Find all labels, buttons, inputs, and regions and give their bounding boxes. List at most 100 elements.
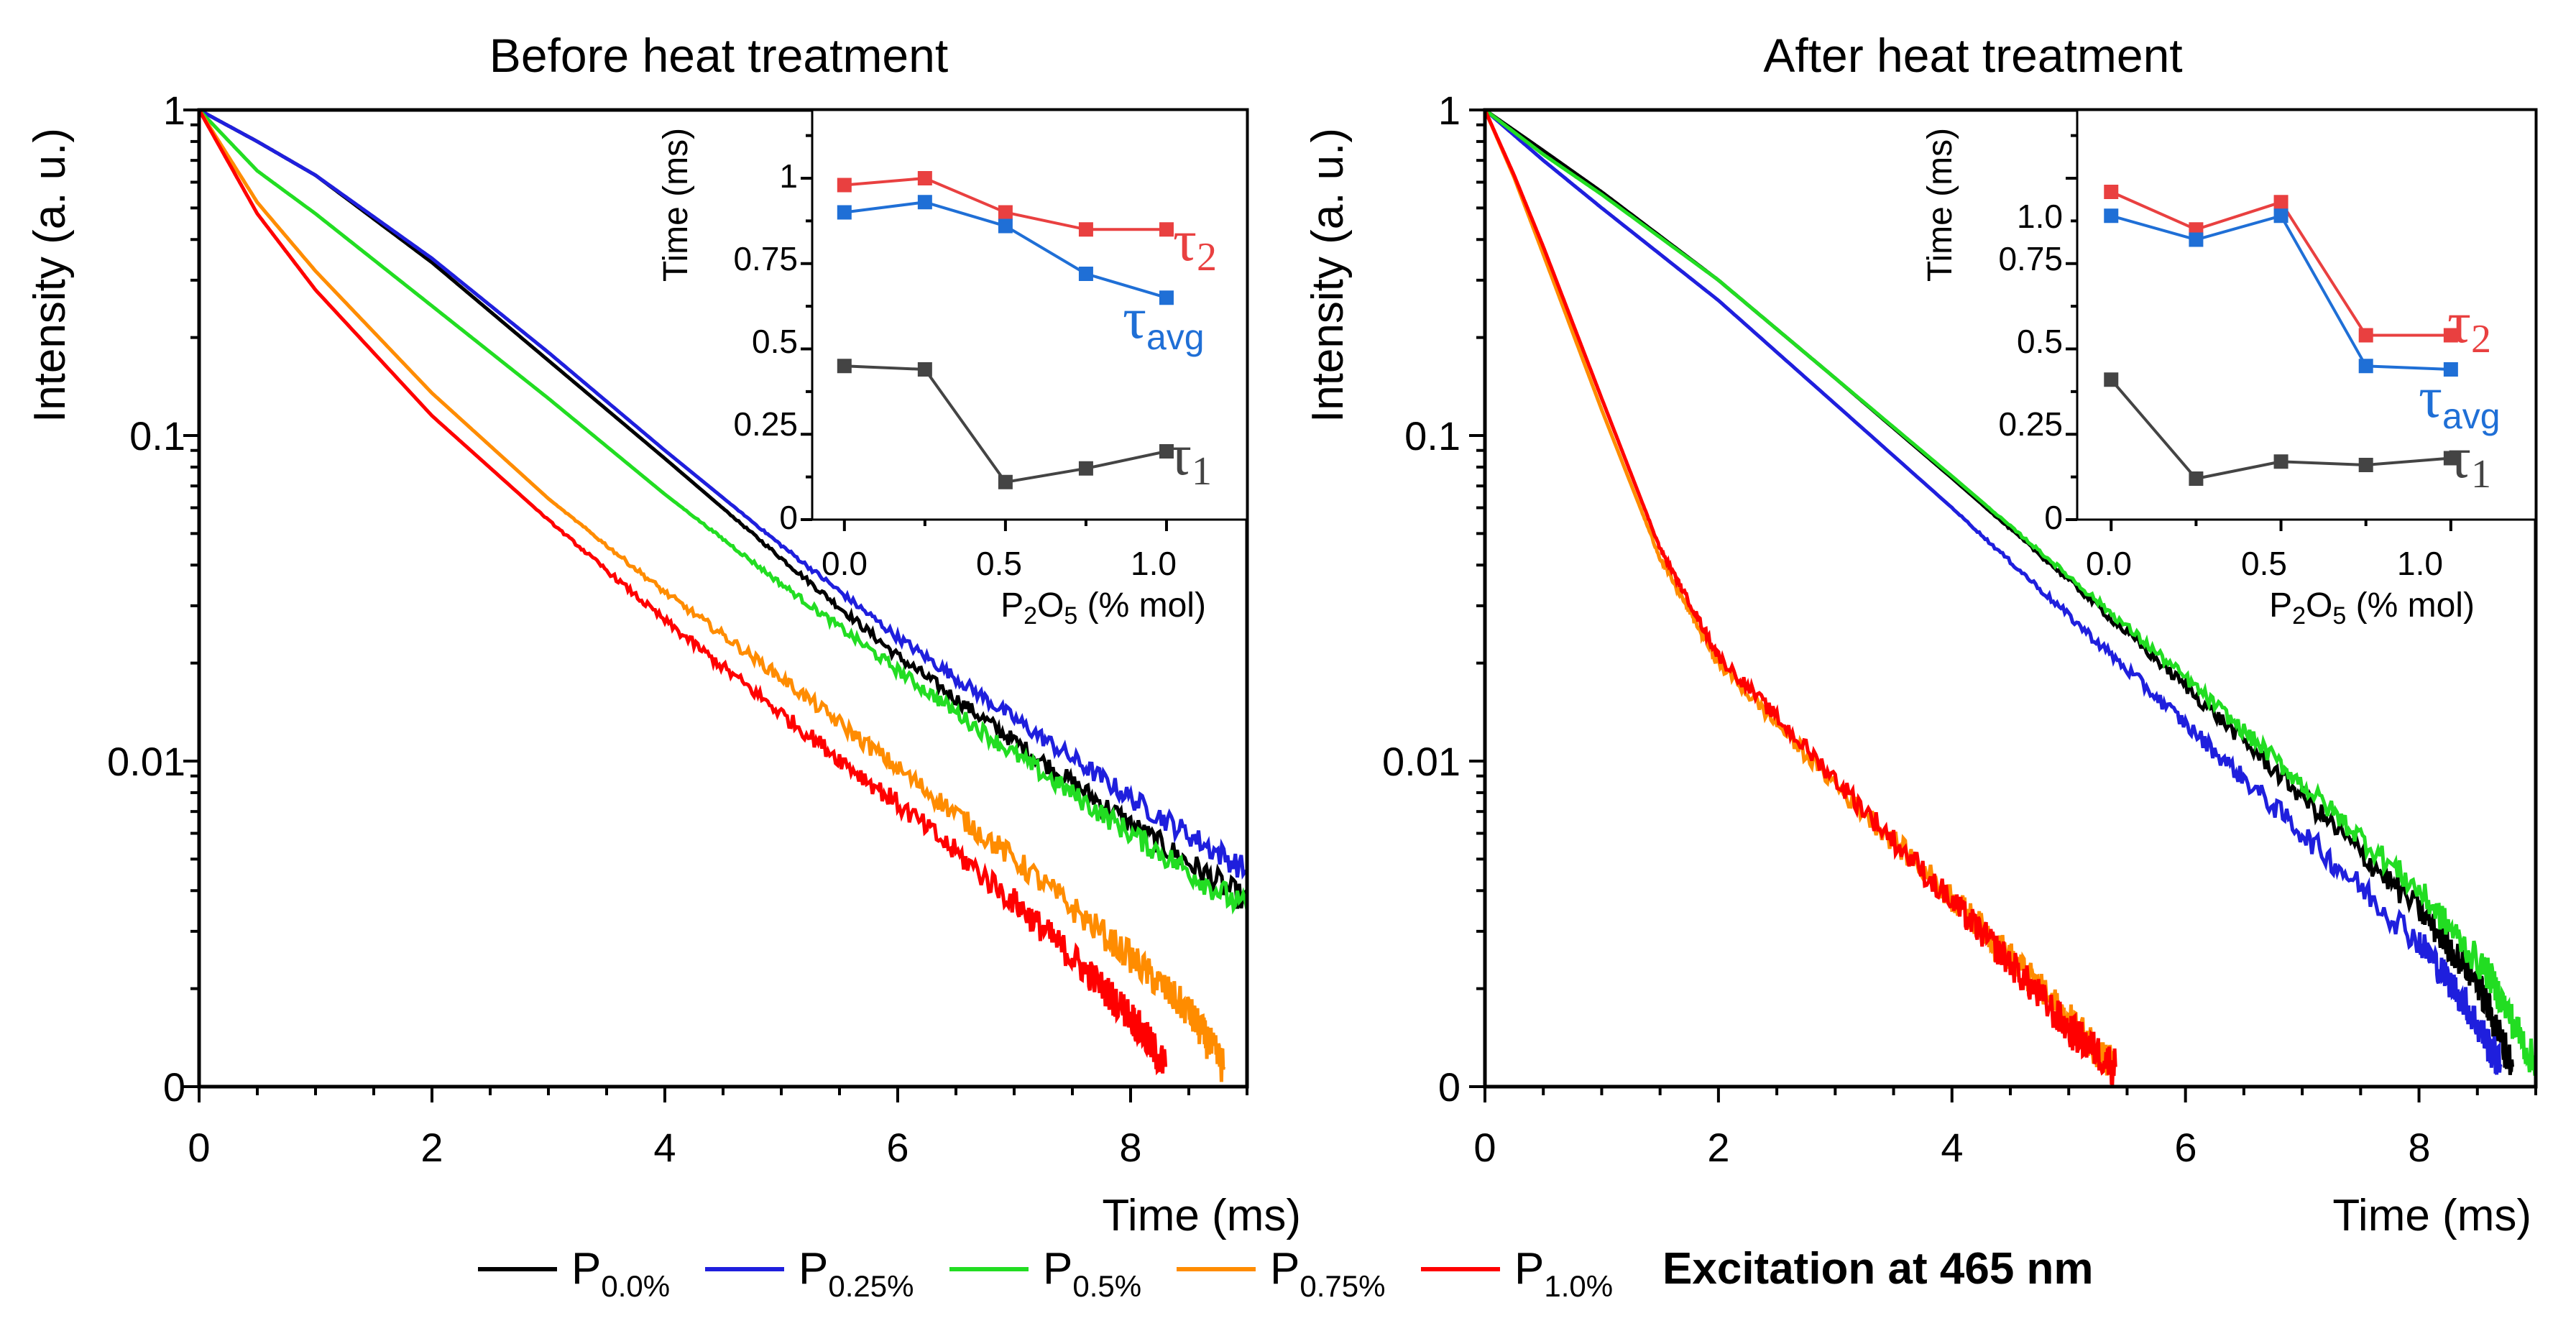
inset-marker (1159, 222, 1174, 237)
y-tick-label: 0.1 (129, 413, 185, 459)
inset-marker (998, 205, 1013, 220)
x-axis-title: Time (ms) (1102, 1191, 1301, 1240)
inset-marker (917, 195, 932, 210)
inset-marker (2358, 359, 2373, 374)
plot-frame (197, 108, 1249, 1089)
y-tick-label: 0.1 (1404, 413, 1460, 459)
inset-y-tick-label: 0 (2044, 499, 2063, 536)
inset-y-tick-label: 0.5 (2017, 323, 2063, 360)
inset-marker (917, 171, 932, 185)
x-axis-title: Time (ms) (2332, 1191, 2531, 1240)
x-tick-label: 4 (653, 1125, 676, 1170)
x-tick-label: 4 (1941, 1125, 1963, 1170)
legend: P0.0% P0.25% P0.5% P0.75% P1.0% Excitation at… (478, 1244, 2094, 1303)
inset-marker (2273, 208, 2288, 224)
tau1-label: τ1 (2447, 425, 2491, 497)
panel-before: Before heat treatment Intensity (a. u.) … (25, 29, 1301, 1240)
inset-marker (2443, 362, 2458, 377)
x-tick-label: 2 (420, 1125, 443, 1170)
panel-title: After heat treatment (1763, 29, 2182, 82)
x-tick-label: 8 (2408, 1125, 2430, 1170)
y-tick-label: 1 (163, 88, 185, 133)
legend-label: P0.5% (1043, 1244, 1141, 1303)
panel-after: After heat treatment Intensity (a. u.) T… (1303, 29, 2538, 1240)
inset-marker (2189, 471, 2204, 486)
y-axis-title: Intensity (a. u.) (1303, 128, 1353, 423)
tau1-label: τ1 (1168, 422, 1212, 494)
inset-y-tick-label: 0.5 (752, 323, 798, 360)
inset-y-tick-label: 1.0 (2017, 198, 2063, 235)
inset-marker (837, 178, 852, 193)
inset-marker (2104, 372, 2119, 387)
inset-marker (837, 359, 852, 374)
series-line-P0.25% (198, 108, 1248, 880)
inset-y-tick-label: 0.75 (733, 240, 798, 277)
inset-marker (998, 218, 1013, 234)
plot-frame (1483, 108, 2538, 1089)
tauavg-label: τavg (2419, 364, 2501, 436)
inset-x-axis-title: P2O5 (% mol) (2269, 586, 2475, 630)
inset-marker (1159, 290, 1174, 305)
x-tick-label: 8 (1119, 1125, 1141, 1170)
inset-background (2077, 110, 2536, 520)
x-tick-label: 6 (2174, 1125, 2196, 1170)
inset-y-tick-label: 0.25 (733, 405, 798, 443)
inset-y-tick-label: 0.75 (1998, 240, 2063, 277)
inset-x-tick-label: 0.5 (2241, 545, 2287, 582)
inset-marker (837, 205, 852, 220)
inset-marker (1078, 222, 1093, 237)
legend-label: P0.75% (1270, 1244, 1385, 1303)
inset-frame (2076, 109, 2537, 521)
inset-x-tick-label: 1.0 (1131, 545, 1177, 582)
inset-frame (811, 109, 1248, 521)
inset-marker (2358, 458, 2373, 472)
inset-x-tick-label: 0.0 (2086, 545, 2132, 582)
y-axis-title: Intensity (a. u.) (25, 128, 75, 423)
inset-x-tick-label: 1.0 (2397, 545, 2443, 582)
inset-after: Time (ms) 1.0 0.75 0.5 0.25 0 0.0 0.5 1.… (1921, 109, 2537, 630)
inset-marker (2189, 232, 2204, 247)
series-line-P0.5% (1484, 108, 2538, 1076)
inset-marker (1078, 461, 1093, 476)
legend-label: P1.0% (1514, 1244, 1613, 1303)
inset-y-tick-label: 0 (779, 499, 798, 536)
inset-x-axis-title: P2O5 (% mol) (1000, 586, 1206, 630)
tau2-label: τ2 (1173, 208, 1217, 280)
y-tick-label: 0 (1438, 1064, 1460, 1110)
legend-note: Excitation at 465 nm (1662, 1244, 2094, 1294)
tau2-label: τ2 (2447, 290, 2491, 361)
x-tick-label: 0 (1473, 1125, 1496, 1170)
inset-x-tick-label: 0.5 (976, 545, 1022, 582)
y-tick-label: 0 (163, 1064, 185, 1110)
y-tick-label: 0.01 (107, 739, 185, 784)
inset-marker (2443, 328, 2458, 343)
legend-label: P0.25% (799, 1244, 914, 1303)
panel-title: Before heat treatment (489, 29, 948, 82)
x-tick-label: 6 (886, 1125, 908, 1170)
inset-before: Time (ms) 1 0.75 0.5 0.25 0 0.0 0.5 1.0 … (657, 109, 1248, 630)
inset-marker (2358, 328, 2373, 343)
inset-marker (2104, 208, 2119, 224)
inset-marker (2273, 195, 2288, 210)
inset-marker (998, 474, 1013, 489)
inset-x-tick-label: 0.0 (822, 545, 868, 582)
inset-marker (2273, 454, 2288, 469)
legend-label: P0.0% (571, 1244, 670, 1303)
series-line-P0.5% (198, 109, 1249, 915)
inset-background (812, 110, 1247, 520)
inset-y-tick-label: 0.25 (1998, 405, 2063, 443)
series-line-P0.75% (197, 109, 1226, 1082)
inset-y-tick-label: 1 (779, 157, 798, 195)
series-line-P1.0% (1483, 109, 2117, 1087)
inset-y-axis-title: Time (ms) (1921, 128, 1959, 282)
inset-marker (1159, 444, 1174, 459)
x-tick-label: 0 (188, 1125, 210, 1170)
y-tick-label: 0.01 (1382, 739, 1460, 784)
inset-marker (2104, 185, 2119, 199)
inset-marker (917, 362, 932, 377)
x-tick-label: 2 (1707, 1125, 1729, 1170)
series-line-P0.25% (1484, 109, 2503, 1075)
inset-y-axis-title: Time (ms) (657, 128, 695, 282)
inset-marker (1078, 267, 1093, 281)
